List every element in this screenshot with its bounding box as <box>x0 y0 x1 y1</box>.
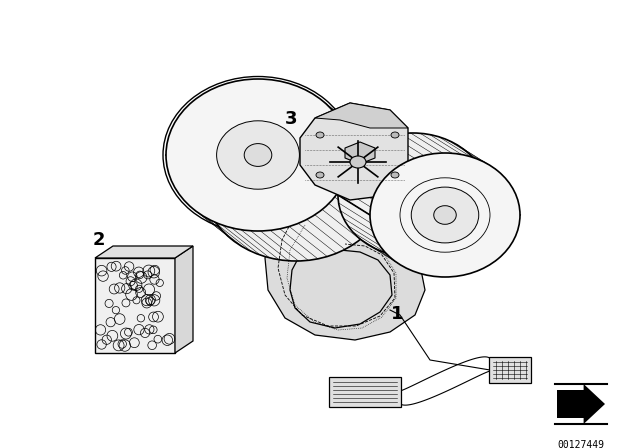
Ellipse shape <box>316 172 324 178</box>
Ellipse shape <box>216 121 300 189</box>
Polygon shape <box>175 246 193 353</box>
Polygon shape <box>557 384 605 424</box>
Ellipse shape <box>391 132 399 138</box>
Text: 00127449: 00127449 <box>557 440 605 448</box>
Polygon shape <box>300 103 408 200</box>
FancyBboxPatch shape <box>489 357 531 383</box>
Polygon shape <box>95 258 175 353</box>
Text: 2: 2 <box>93 231 106 249</box>
Ellipse shape <box>316 132 324 138</box>
Ellipse shape <box>204 109 388 261</box>
Polygon shape <box>95 246 193 258</box>
Ellipse shape <box>350 156 366 168</box>
Polygon shape <box>345 142 375 164</box>
Polygon shape <box>315 103 408 128</box>
Ellipse shape <box>391 172 399 178</box>
Ellipse shape <box>434 206 456 224</box>
Ellipse shape <box>412 187 479 243</box>
Ellipse shape <box>244 144 272 166</box>
Ellipse shape <box>166 79 350 231</box>
Ellipse shape <box>338 133 488 257</box>
Text: 1: 1 <box>390 305 403 323</box>
Text: 3: 3 <box>285 110 298 128</box>
Polygon shape <box>265 200 425 340</box>
Ellipse shape <box>370 153 520 277</box>
FancyBboxPatch shape <box>329 377 401 407</box>
